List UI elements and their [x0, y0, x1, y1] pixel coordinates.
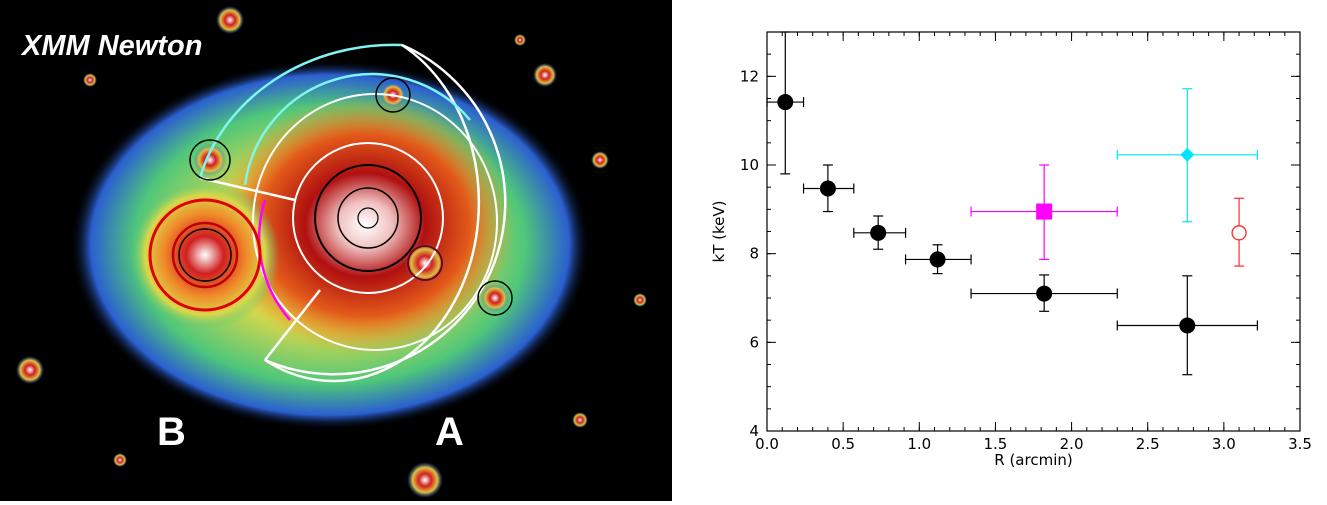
- x-tick-label: 2.0: [1060, 435, 1084, 453]
- y-tick-label: 6: [749, 333, 759, 351]
- y-tick-label: 8: [749, 245, 759, 263]
- plot-frame: [766, 31, 1301, 432]
- data-point: [777, 94, 794, 111]
- data-point: [929, 251, 946, 268]
- x-tick-label: 0.5: [831, 435, 855, 453]
- data-point: [870, 224, 887, 241]
- y-axis-label: kT (keV): [710, 201, 728, 263]
- y-tick-label: 10: [740, 156, 759, 174]
- x-axis-label: R (arcmin): [994, 451, 1072, 469]
- x-tick-label: 3.0: [1212, 435, 1236, 453]
- xray-image-panel: XMM Newton B A: [0, 0, 672, 501]
- data-point: [819, 180, 836, 197]
- data-point: [1179, 317, 1196, 334]
- x-tick-label: 1.0: [907, 435, 931, 453]
- data-point: [1231, 225, 1247, 241]
- x-tick-label: 2.5: [1136, 435, 1160, 453]
- data-point: [1036, 285, 1053, 302]
- cluster-a-label: A: [435, 410, 464, 454]
- xray-image: [16, 6, 647, 498]
- x-tick-label: 0.0: [755, 435, 779, 453]
- cluster-a-core: [215, 95, 515, 355]
- x-tick-label: 3.5: [1288, 435, 1312, 453]
- chart-svg: 0.0 0.5 1.0 1.5 2.0 2.5 3.0 3.5 4 6 8 10 12 R (arcmin…: [710, 31, 1312, 469]
- cluster-b-core: [130, 180, 280, 330]
- extraction-regions: [148, 43, 513, 383]
- data-point: [1180, 147, 1195, 162]
- data-point: [1036, 203, 1053, 220]
- temperature-profile-chart: 0.0 0.5 1.0 1.5 2.0 2.5 3.0 3.5 4 6 8 10 12 R (arcmin…: [700, 0, 1320, 501]
- cluster-b-label: B: [157, 410, 186, 454]
- y-tick-label: 12: [740, 67, 759, 85]
- image-title: XMM Newton: [22, 30, 203, 62]
- y-tick-label: 4: [749, 422, 759, 440]
- x-tick-label: 1.5: [983, 435, 1007, 453]
